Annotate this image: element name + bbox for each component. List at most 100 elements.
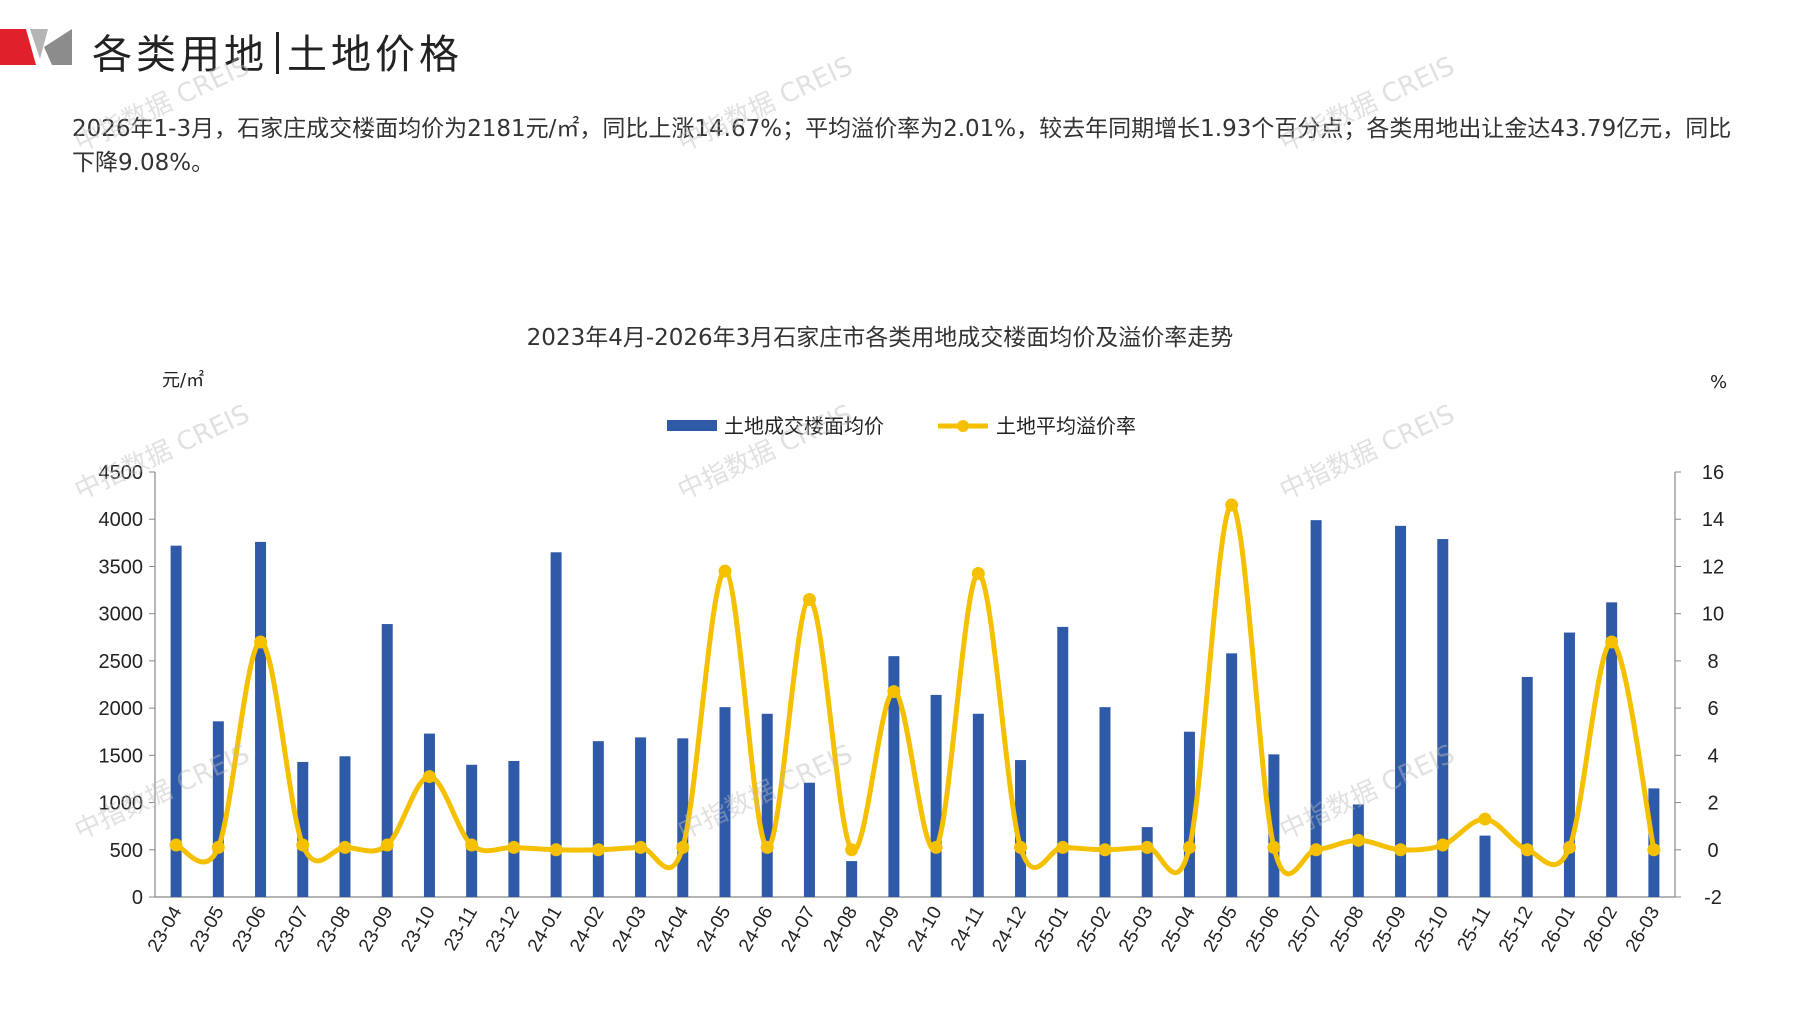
left-tick-label: 2000 xyxy=(99,698,144,720)
x-tick-label: 25-11 xyxy=(1454,903,1496,954)
right-tick-label: 14 xyxy=(1702,509,1724,531)
point-24-08 xyxy=(845,843,859,857)
legend-label-line: 土地平均溢价率 xyxy=(996,414,1136,438)
point-24-02 xyxy=(591,843,605,857)
bar-25-12 xyxy=(1521,676,1533,897)
point-24-06 xyxy=(760,840,774,854)
bar-23-04 xyxy=(170,545,182,897)
left-tick-label: 4500 xyxy=(99,462,144,484)
right-tick-label: 16 xyxy=(1702,462,1724,484)
left-tick-label: 1500 xyxy=(99,745,144,767)
point-23-09 xyxy=(380,838,394,852)
point-25-11 xyxy=(1478,812,1492,826)
point-23-06 xyxy=(254,635,268,649)
x-tick-label: 23-05 xyxy=(186,903,228,956)
x-tick-label: 23-11 xyxy=(440,903,482,954)
point-25-04 xyxy=(1182,840,1196,854)
point-25-09 xyxy=(1394,843,1408,857)
bar-25-02 xyxy=(1099,707,1111,897)
x-tick-label: 25-07 xyxy=(1284,903,1326,956)
legend-swatch-bar xyxy=(667,420,717,431)
x-tick-label: 23-12 xyxy=(482,903,524,956)
bar-25-04 xyxy=(1183,731,1195,897)
bar-25-03 xyxy=(1141,827,1153,897)
x-tick-label: 24-01 xyxy=(524,903,566,956)
right-tick-label: 12 xyxy=(1702,556,1724,578)
right-axis-unit: % xyxy=(1710,372,1727,393)
point-24-10 xyxy=(929,840,943,854)
x-tick-label: 25-03 xyxy=(1115,903,1157,956)
x-tick-label: 23-07 xyxy=(271,903,313,956)
bar-24-05 xyxy=(719,707,731,897)
x-axis-labels: 23-04 23-05 23-06 23-07 23-08 23-09 23-10 23-11… xyxy=(144,903,1664,956)
title-separator xyxy=(276,32,279,74)
left-tick-label: 4000 xyxy=(99,509,144,531)
right-tick-label: 0 xyxy=(1707,840,1718,862)
point-26-01 xyxy=(1562,840,1576,854)
bar-24-03 xyxy=(635,737,647,897)
watermark-text: 中指数据 CREIS xyxy=(673,51,857,158)
bar-25-08 xyxy=(1352,804,1364,897)
point-25-12 xyxy=(1520,843,1534,857)
x-tick-label: 24-07 xyxy=(777,903,819,956)
point-23-08 xyxy=(338,840,352,854)
right-tick-label: 6 xyxy=(1707,698,1718,720)
point-25-10 xyxy=(1436,838,1450,852)
watermark-text: 中指数据 CREIS xyxy=(70,399,254,506)
point-23-04 xyxy=(169,838,183,852)
bar-26-02 xyxy=(1606,602,1618,897)
x-tick-label: 24-06 xyxy=(735,903,777,956)
point-23-12 xyxy=(507,840,521,854)
left-tick-label: 500 xyxy=(110,840,143,862)
x-tick-label: 24-12 xyxy=(988,903,1030,956)
bar-25-01 xyxy=(1057,626,1069,897)
bar-23-10 xyxy=(423,733,435,897)
line-series xyxy=(169,498,1661,877)
x-tick-label: 25-05 xyxy=(1200,903,1242,956)
right-tick-label: 8 xyxy=(1707,651,1718,673)
bar-24-07 xyxy=(803,782,815,897)
right-tick-label: -2 xyxy=(1704,887,1722,909)
bar-series xyxy=(170,520,1660,897)
bar-24-06 xyxy=(761,713,773,897)
x-tick-label: 26-03 xyxy=(1622,903,1664,956)
point-24-07 xyxy=(802,593,816,606)
x-tick-label: 25-04 xyxy=(1157,903,1200,956)
bar-24-09 xyxy=(888,656,900,897)
bar-26-01 xyxy=(1563,632,1575,897)
point-23-10 xyxy=(422,770,436,784)
bar-23-09 xyxy=(381,624,393,897)
bar-25-06 xyxy=(1268,754,1280,897)
point-25-01 xyxy=(1056,840,1070,854)
x-tick-label: 26-01 xyxy=(1537,903,1579,956)
left-tick-label: 3500 xyxy=(99,556,144,578)
point-26-03 xyxy=(1647,843,1661,857)
x-tick-label: 25-01 xyxy=(1031,903,1073,956)
x-tick-label: 25-12 xyxy=(1495,903,1537,956)
x-tick-label: 24-02 xyxy=(566,903,608,956)
right-tick-label: 10 xyxy=(1702,604,1724,626)
bar-25-11 xyxy=(1479,835,1491,897)
watermark-text: 中指数据 CREIS xyxy=(70,51,254,158)
point-25-02 xyxy=(1098,843,1112,857)
bar-24-11 xyxy=(972,713,984,897)
point-24-12 xyxy=(1014,840,1028,854)
point-23-11 xyxy=(465,838,479,852)
x-tick-label: 25-02 xyxy=(1073,903,1115,956)
bar-24-01 xyxy=(550,552,562,897)
page-title: 各类用地 土地价格 xyxy=(92,22,463,80)
x-tick-label: 23-10 xyxy=(397,903,439,956)
legend: 土地成交楼面均价 土地平均溢价率 xyxy=(667,414,1136,438)
legend-swatch-marker xyxy=(957,420,969,432)
x-tick-label: 23-06 xyxy=(228,903,270,956)
point-24-03 xyxy=(634,840,648,854)
left-tick-label: 3000 xyxy=(99,604,144,626)
bar-25-10 xyxy=(1437,539,1449,897)
x-tick-label: 23-09 xyxy=(355,903,397,956)
point-24-04 xyxy=(676,840,690,854)
point-25-05 xyxy=(1225,498,1239,512)
bar-25-05 xyxy=(1226,653,1238,897)
watermark-text: 中指数据 CREIS xyxy=(1275,51,1459,158)
x-tick-label: 24-04 xyxy=(651,903,694,956)
